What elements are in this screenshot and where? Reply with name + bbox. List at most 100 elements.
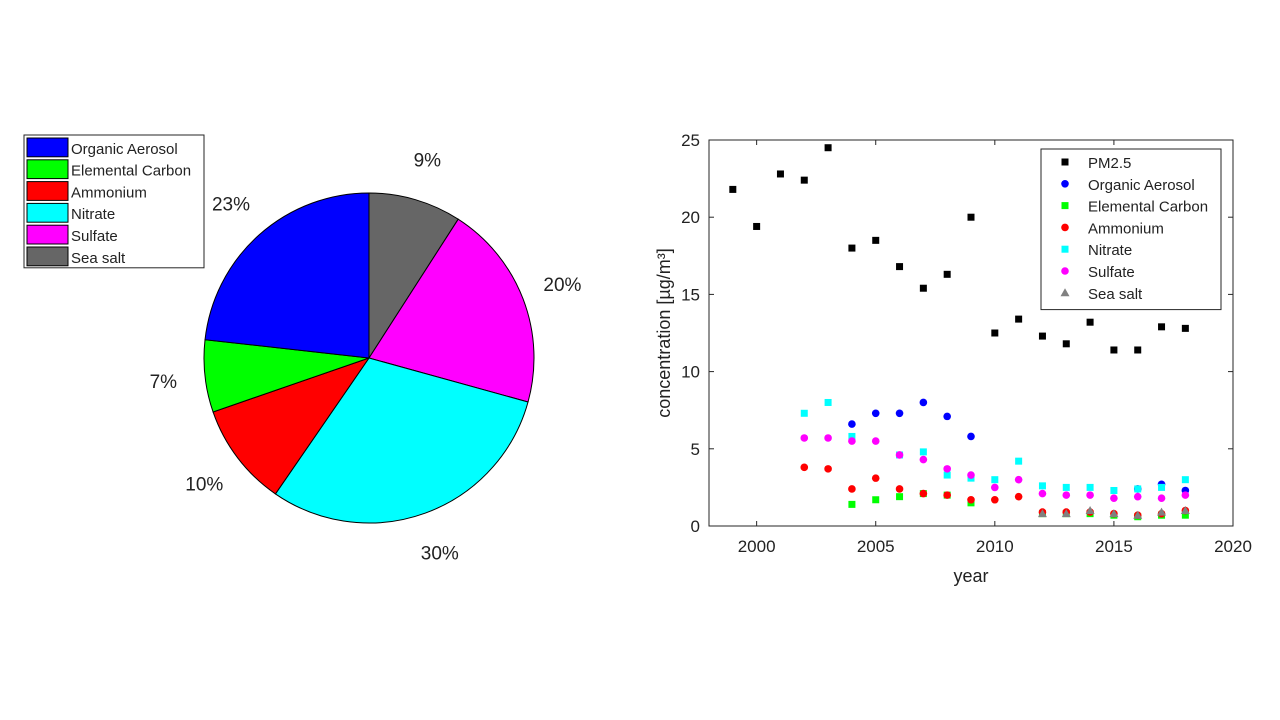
point-ammonium [895, 485, 904, 493]
point-sea-salt [1061, 509, 1071, 518]
pie-legend-label-ammonium: Ammonium [71, 184, 147, 201]
point-nitrate [919, 448, 927, 456]
point-ammonium [991, 495, 999, 504]
point-ammonium [848, 485, 856, 493]
point-elemental-carbon [896, 493, 904, 501]
point-organic-aerosol [848, 420, 856, 428]
y-tick-label: 0 [691, 517, 700, 536]
point-sulfate [943, 465, 951, 473]
point-pm2-5 [1134, 346, 1142, 354]
point-sea-salt [1037, 509, 1047, 518]
point-pm2-5 [872, 236, 880, 244]
point-elemental-carbon [848, 500, 856, 508]
point-sulfate [1181, 491, 1190, 499]
point-nitrate [1134, 485, 1142, 493]
point-pm2-5 [1038, 332, 1046, 340]
x-tick-label: 2020 [1214, 537, 1252, 556]
scatter-legend-marker-sulfate [1061, 267, 1069, 275]
scatter-legend-marker-ammonium [1061, 223, 1069, 232]
scatter-legend-marker-pm2-5 [1061, 158, 1069, 166]
point-pm2-5 [943, 270, 951, 278]
pie-labels: 9% 20% 30% 10% 7% 23% [150, 150, 582, 564]
pie-label-elemental-carbon: 7% [150, 372, 178, 393]
point-ammonium [919, 489, 928, 498]
point-sulfate [800, 434, 809, 442]
point-pm2-5 [1062, 340, 1070, 348]
point-sulfate [1157, 494, 1166, 503]
y-tick-label: 25 [681, 131, 700, 150]
point-pm2-5 [1158, 323, 1166, 331]
point-ammonium [871, 474, 880, 482]
point-organic-aerosol [895, 409, 904, 418]
pie-label-ammonium: 10% [185, 474, 223, 495]
point-pm2-5 [1181, 324, 1189, 332]
pie-label-sea-salt: 9% [414, 150, 442, 171]
scatter-legend-label-sulfate: Sulfate [1088, 264, 1135, 281]
point-sulfate [1086, 491, 1094, 499]
point-nitrate [991, 476, 999, 484]
point-nitrate [800, 409, 808, 417]
y-tick-label: 20 [681, 208, 700, 227]
point-nitrate [848, 432, 856, 440]
point-ammonium [824, 465, 832, 473]
point-pm2-5 [824, 144, 832, 152]
pie-label-sulfate: 20% [543, 275, 581, 296]
point-organic-aerosol [871, 409, 880, 418]
point-sulfate [824, 434, 832, 442]
point-nitrate [824, 398, 832, 406]
pie-slice-sulfate [368, 218, 535, 403]
point-pm2-5 [753, 222, 761, 230]
pie-legend-swatch-sea-salt [26, 246, 69, 267]
point-organic-aerosol [919, 398, 928, 407]
point-sea-salt [1133, 510, 1143, 519]
scatter-legend-marker-elemental-carbon [1061, 202, 1069, 210]
point-sea-salt [1085, 506, 1095, 515]
point-sulfate [1133, 492, 1142, 501]
pie-legend-label-elemental-carbon: Elemental Carbon [71, 163, 191, 180]
point-elemental-carbon [872, 496, 880, 504]
x-tick-label: 2000 [738, 537, 776, 556]
point-sulfate [1062, 491, 1071, 499]
point-nitrate [1086, 483, 1094, 491]
point-sulfate [895, 451, 904, 459]
pie-legend-label-organic-aerosol: Organic Aerosol [71, 141, 178, 158]
x-tick-label: 2010 [976, 537, 1014, 556]
y-tick-label: 5 [691, 440, 700, 459]
pie-legend-swatch-elemental-carbon [26, 159, 69, 180]
pie-legend: Organic Aerosol Elemental Carbon Ammonium N… [23, 134, 205, 269]
point-ammonium [967, 495, 975, 504]
pie-legend-swatch-ammonium [26, 181, 69, 201]
point-pm2-5 [848, 244, 856, 252]
point-nitrate [1158, 483, 1166, 491]
point-pm2-5 [896, 263, 904, 271]
point-sulfate [967, 471, 975, 479]
pie-chart: 9% 20% 30% 10% 7% 23% Organic Aerosol Elementa… [23, 134, 582, 565]
point-sulfate [991, 483, 999, 492]
point-nitrate [1181, 476, 1189, 484]
point-nitrate [1062, 483, 1070, 491]
x-tick-label: 2015 [1095, 537, 1133, 556]
pie-slices [203, 192, 535, 524]
point-ammonium [1014, 492, 1023, 501]
point-nitrate [943, 471, 951, 479]
point-sulfate [1110, 494, 1118, 503]
point-sulfate [848, 437, 856, 445]
x-tick-label: 2005 [857, 537, 895, 556]
scatter-legend-label-organic-aerosol: Organic Aerosol [1088, 177, 1195, 194]
point-sulfate [871, 437, 880, 445]
x-axis-ticks: 2000 2005 2010 2015 2020 [738, 140, 1252, 556]
point-pm2-5 [1086, 318, 1094, 326]
scatter-markers [729, 144, 1190, 521]
point-pm2-5 [967, 213, 975, 221]
scatter-legend-label-elemental-carbon: Elemental Carbon [1088, 199, 1208, 216]
point-elemental-carbon [1181, 511, 1189, 519]
scatter-legend-label-sea-salt: Sea salt [1088, 286, 1143, 303]
scatter-legend-box [1040, 148, 1222, 311]
point-sulfate [1038, 489, 1047, 498]
scatter-legend: PM2.5 Organic Aerosol Elemental Carbon Ammo… [1040, 148, 1222, 311]
point-nitrate [1015, 457, 1023, 465]
point-pm2-5 [776, 170, 784, 178]
pie-slice-ammonium [212, 357, 371, 495]
pie-label-nitrate: 30% [421, 544, 459, 565]
pie-slice-nitrate [274, 357, 529, 524]
